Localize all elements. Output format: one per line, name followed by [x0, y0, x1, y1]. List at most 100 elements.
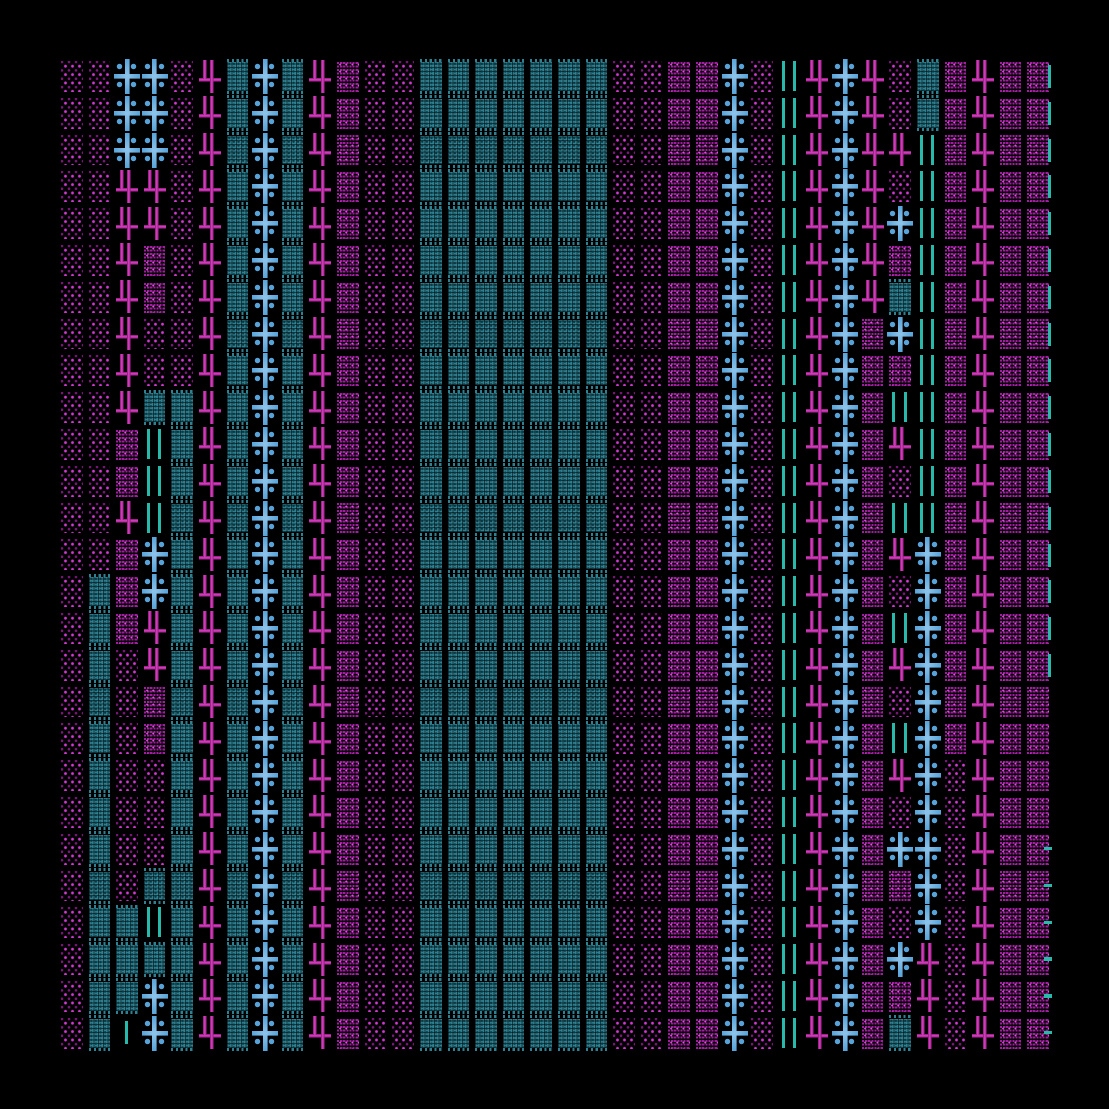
- dense-magenta-dot-square: [693, 610, 721, 647]
- teal-knit-square: [279, 904, 307, 941]
- sparse-magenta-dot-square: [362, 831, 390, 868]
- teal-knit-square: [500, 426, 528, 463]
- magenta-offset-cross: [803, 131, 832, 169]
- dense-magenta-dot-square: [334, 389, 362, 426]
- dense-magenta-dot-square: [1024, 904, 1052, 941]
- dense-magenta-dot-square: [665, 500, 693, 537]
- dense-magenta-dot-square: [334, 500, 362, 537]
- sparse-magenta-dot-square: [58, 978, 86, 1015]
- blue-cross-with-dots: [251, 352, 279, 390]
- teal-knit-square: [417, 831, 445, 868]
- teal-knit-square: [141, 389, 169, 426]
- dense-magenta-dot-square: [693, 168, 721, 205]
- teal-knit-square: [417, 242, 445, 279]
- dense-magenta-dot-square: [693, 426, 721, 463]
- sparse-magenta-dot-square: [362, 279, 390, 316]
- magenta-offset-cross: [803, 241, 832, 279]
- sparse-magenta-dot-square: [389, 1015, 417, 1052]
- teal-knit-square: [472, 58, 500, 95]
- sparse-magenta-dot-square: [610, 352, 638, 389]
- magenta-offset-cross: [306, 94, 335, 132]
- magenta-offset-cross: [306, 977, 335, 1015]
- teal-knit-square: [500, 95, 528, 132]
- magenta-offset-cross: [306, 168, 335, 206]
- blue-cross-with-dots: [913, 757, 942, 794]
- teal-knit-square: [555, 684, 583, 721]
- blue-cross-with-dots: [913, 904, 942, 942]
- teal-knit-square: [168, 978, 196, 1015]
- magenta-offset-cross: [196, 904, 224, 942]
- dense-magenta-dot-square: [997, 794, 1025, 831]
- sparse-magenta-dot-square: [942, 978, 970, 1015]
- sparse-magenta-dot-square: [610, 168, 638, 205]
- sparse-magenta-dot-square: [86, 500, 114, 537]
- teal-double-vertical-line: [775, 941, 804, 978]
- teal-knit-square: [472, 610, 500, 647]
- teal-knit-square: [279, 58, 307, 95]
- teal-knit-square: [500, 389, 528, 426]
- magenta-offset-cross: [113, 352, 141, 390]
- dense-magenta-dot-square: [141, 242, 169, 279]
- teal-knit-square: [445, 757, 473, 794]
- sparse-magenta-dot-square: [886, 684, 914, 721]
- sparse-magenta-dot-square: [362, 536, 390, 573]
- teal-double-vertical-line: [775, 904, 804, 942]
- magenta-offset-cross: [969, 536, 997, 574]
- magenta-offset-cross: [969, 830, 997, 868]
- teal-double-vertical-line: [775, 462, 804, 500]
- dense-magenta-dot-square: [997, 831, 1025, 868]
- teal-knit-square: [141, 868, 169, 905]
- sparse-magenta-dot-square: [610, 1015, 638, 1052]
- dense-magenta-dot-square: [1024, 352, 1052, 389]
- dense-magenta-dot-square: [1024, 868, 1052, 905]
- dense-magenta-dot-square: [693, 794, 721, 831]
- sparse-magenta-dot-square: [748, 831, 776, 868]
- teal-knit-square: [527, 941, 555, 978]
- sparse-magenta-dot-square: [748, 536, 776, 573]
- dense-magenta-dot-square: [942, 536, 970, 573]
- teal-double-vertical-line: [775, 609, 804, 647]
- sparse-magenta-dot-square: [638, 757, 666, 794]
- dense-magenta-dot-square: [334, 573, 362, 610]
- blue-cross-with-dots: [251, 830, 279, 868]
- blue-cross-with-dots: [720, 573, 749, 610]
- magenta-offset-cross: [196, 867, 224, 905]
- dense-magenta-dot-square: [693, 868, 721, 905]
- dense-magenta-dot-square: [141, 684, 169, 721]
- dense-magenta-dot-square: [1024, 95, 1052, 132]
- sparse-magenta-dot-square: [362, 168, 390, 205]
- dense-magenta-dot-square: [997, 426, 1025, 463]
- sparse-magenta-dot-square: [389, 168, 417, 205]
- teal-knit-square: [527, 647, 555, 684]
- teal-knit-square: [886, 279, 914, 316]
- sparse-magenta-dot-square: [748, 463, 776, 500]
- teal-knit-square: [417, 279, 445, 316]
- teal-knit-square: [445, 426, 473, 463]
- teal-knit-square: [224, 426, 252, 463]
- teal-knit-square: [500, 647, 528, 684]
- teal-knit-square: [555, 647, 583, 684]
- teal-knit-square: [445, 242, 473, 279]
- sparse-magenta-dot-square: [886, 904, 914, 941]
- teal-double-vertical-line: [775, 131, 804, 169]
- teal-knit-square: [279, 352, 307, 389]
- magenta-offset-cross: [803, 646, 832, 684]
- dense-magenta-dot-square: [942, 132, 970, 169]
- teal-knit-square: [224, 684, 252, 721]
- teal-knit-square: [583, 1015, 611, 1052]
- sparse-magenta-dot-square: [58, 904, 86, 941]
- sparse-magenta-dot-square: [638, 647, 666, 684]
- dense-magenta-dot-square: [1024, 757, 1052, 794]
- dense-magenta-dot-square: [665, 426, 693, 463]
- teal-knit-square: [583, 904, 611, 941]
- teal-knit-square: [472, 463, 500, 500]
- magenta-offset-cross: [196, 168, 224, 206]
- sparse-magenta-dot-square: [362, 58, 390, 95]
- teal-knit-square: [224, 978, 252, 1015]
- teal-knit-square: [168, 904, 196, 941]
- teal-knit-square: [555, 978, 583, 1015]
- teal-knit-square: [113, 941, 141, 978]
- teal-knit-square: [224, 720, 252, 757]
- teal-double-vertical-line: [886, 609, 914, 647]
- sparse-magenta-dot-square: [141, 352, 169, 389]
